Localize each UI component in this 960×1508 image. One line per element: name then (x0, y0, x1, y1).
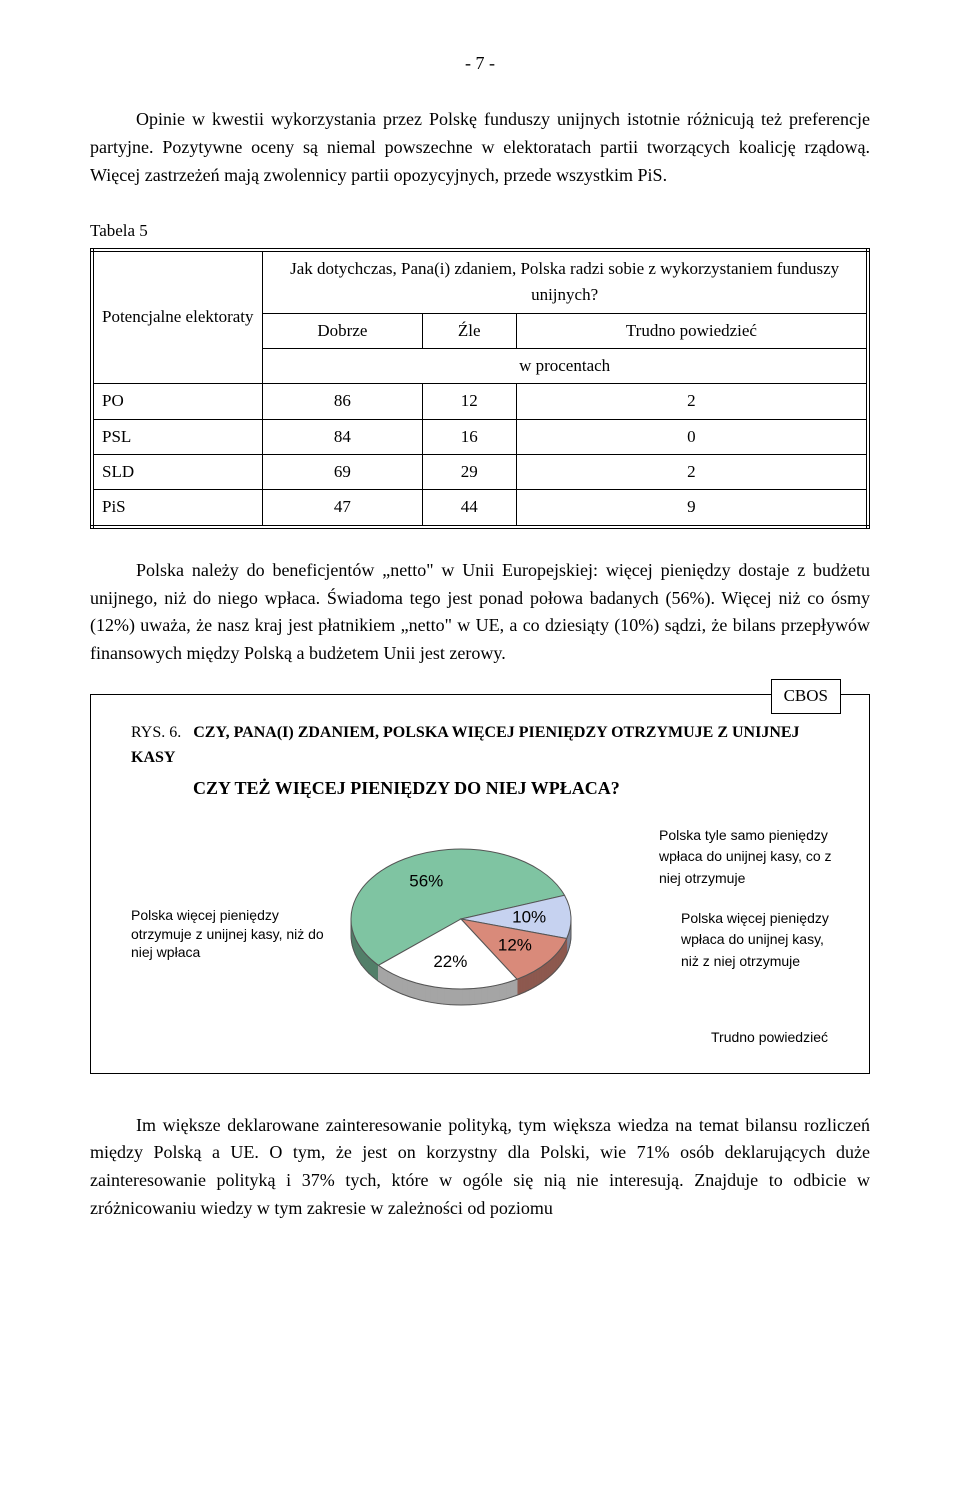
cell-name: PO (92, 384, 263, 419)
pie-label-top: Polska tyle samo pieniędzy wpłaca do uni… (659, 825, 841, 890)
svg-text:56%: 56% (409, 871, 443, 890)
svg-text:22%: 22% (433, 952, 467, 971)
chart-container: CBOS RYS. 6. CZY, PANA(I) ZDANIEM, POLSK… (90, 694, 870, 1073)
table-row: SLD 69 29 2 (92, 454, 868, 489)
cell-value: 86 (263, 384, 422, 419)
cell-name: PiS (92, 490, 263, 527)
pie-label-bot: Trudno powiedzieć (711, 1027, 841, 1049)
table5-col2: Źle (422, 313, 516, 348)
svg-text:12%: 12% (498, 935, 532, 954)
cell-value: 0 (516, 419, 868, 454)
paragraph-2: Polska należy do beneficjentów „netto" w… (90, 557, 870, 669)
table5-col3: Trudno powiedzieć (516, 313, 868, 348)
table5-rowheader: Potencjalne elektoraty (92, 250, 263, 384)
cell-value: 44 (422, 490, 516, 527)
table5-col1: Dobrze (263, 313, 422, 348)
cell-value: 12 (422, 384, 516, 419)
cell-value: 84 (263, 419, 422, 454)
cell-value: 16 (422, 419, 516, 454)
paragraph-3: Im większe deklarowane zainteresowanie p… (90, 1112, 870, 1224)
cell-name: PSL (92, 419, 263, 454)
figure-title: RYS. 6. CZY, PANA(I) ZDANIEM, POLSKA WIĘ… (131, 721, 841, 771)
figure-number: RYS. 6. (131, 724, 181, 741)
cell-value: 69 (263, 454, 422, 489)
pie-label-left: Polska więcej pieniędzy otrzymuje z unij… (131, 906, 331, 961)
table-row: PSL 84 16 0 (92, 419, 868, 454)
pie-chart: 56% 10% 12% 22% (331, 819, 631, 1049)
table5-caption: Tabela 5 (90, 218, 870, 244)
cell-value: 2 (516, 384, 868, 419)
cell-value: 29 (422, 454, 516, 489)
figure-title-line2: CZY TEŻ WIĘCEJ PIENIĘDZY DO NIEJ WPŁACA? (193, 775, 841, 803)
table5-units: w procentach (263, 348, 868, 383)
cbos-label: CBOS (771, 679, 841, 713)
table5: Potencjalne elektoraty Jak dotychczas, P… (90, 248, 870, 529)
cell-value: 2 (516, 454, 868, 489)
cell-value: 9 (516, 490, 868, 527)
figure-title-line1: CZY, PANA(I) ZDANIEM, POLSKA WIĘCEJ PIEN… (131, 724, 800, 766)
table5-question: Jak dotychczas, Pana(i) zdaniem, Polska … (263, 250, 868, 313)
table-row: PiS 47 44 9 (92, 490, 868, 527)
svg-text:10%: 10% (512, 907, 546, 926)
table-row: PO 86 12 2 (92, 384, 868, 419)
paragraph-1: Opinie w kwestii wykorzystania przez Pol… (90, 106, 870, 190)
cell-name: SLD (92, 454, 263, 489)
page-number: - 7 - (90, 50, 870, 78)
cell-value: 47 (263, 490, 422, 527)
document-page: - 7 - Opinie w kwestii wykorzystania prz… (0, 0, 960, 1265)
pie-label-mid: Polska więcej pieniędzy wpłaca do unijne… (681, 908, 841, 973)
